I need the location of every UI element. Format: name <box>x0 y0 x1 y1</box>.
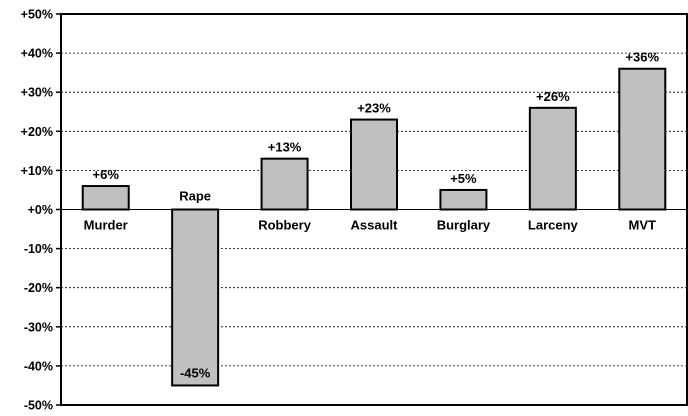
bar <box>81 185 130 211</box>
bar <box>171 208 220 387</box>
category-label: Robbery <box>258 218 312 233</box>
y-tick-label: -30% <box>24 320 53 334</box>
data-label: +36% <box>625 50 659 65</box>
data-label: +5% <box>450 171 477 186</box>
y-tick-label: +30% <box>21 86 53 100</box>
y-tick-label: +50% <box>21 8 53 22</box>
category-label: Rape <box>179 189 211 204</box>
data-label: +26% <box>536 89 570 104</box>
category-label: Assault <box>351 218 399 233</box>
bar <box>260 157 309 211</box>
data-label: +13% <box>268 140 302 155</box>
y-axis: +50% +40% +30% +20% +10% +0% -10% -20% -30% -40% -… <box>21 8 61 413</box>
bar <box>439 188 488 211</box>
category-label: Murder <box>84 218 128 233</box>
data-label: +6% <box>93 167 120 182</box>
y-tick-label: +20% <box>21 125 53 139</box>
plot-frame <box>60 13 688 406</box>
data-label: +23% <box>357 101 391 116</box>
bar <box>350 118 398 211</box>
bars <box>81 67 667 387</box>
y-tick-label: -20% <box>24 281 53 295</box>
data-label: -45% <box>180 365 211 380</box>
category-label: MVT <box>629 218 657 233</box>
y-tick-label: +40% <box>21 47 53 61</box>
labels: Murder +6% Rape -45% Robbery +13% Assault +23% B… <box>84 50 660 381</box>
y-tick-label: -50% <box>24 399 53 413</box>
y-tick-label: +0% <box>28 203 53 217</box>
category-label: Larceny <box>528 218 579 233</box>
bar <box>528 106 577 211</box>
y-tick-label: -40% <box>24 359 53 373</box>
y-tick-label: -10% <box>24 242 53 256</box>
bar <box>618 67 667 211</box>
y-tick-label: +10% <box>21 164 53 178</box>
category-label: Burglary <box>437 218 491 233</box>
